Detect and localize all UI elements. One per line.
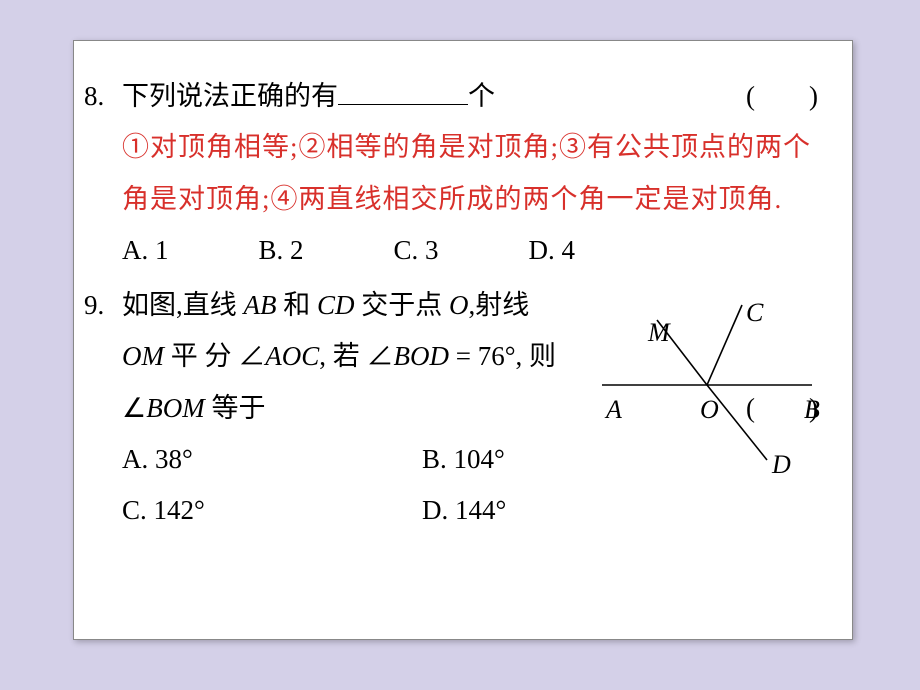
q8-answer-paren: ( ) (746, 71, 818, 122)
q9-diagram: A B C D M O (582, 290, 832, 470)
q8-statements: ①对顶角相等;②相等的角是对顶角;③有公共顶点的两个角是对顶角;④两直线相交所成… (82, 122, 822, 225)
q9-diagram-svg (582, 290, 832, 470)
q9-choice-a: A. 38° (122, 434, 422, 485)
q9-AB: AB (244, 290, 277, 320)
q9-t9: 等于 (205, 393, 266, 423)
q8-stem-line: 8. 下列说法正确的有 个 ( ) (82, 71, 822, 122)
q9-t6: , 若 ∠ (319, 341, 393, 371)
q8-blank (338, 81, 468, 105)
q9-t1: 如图,直线 (122, 290, 244, 320)
q9-BOD: BOD (394, 341, 450, 371)
q9-t2: 和 (277, 290, 318, 320)
question-8: 8. 下列说法正确的有 个 ( ) ①对顶角相等;②相等的角是对顶角;③有公共顶点… (82, 71, 822, 276)
document-page: 8. 下列说法正确的有 个 ( ) ①对顶角相等;②相等的角是对顶角;③有公共顶点… (73, 40, 853, 640)
q8-number: 8. (82, 71, 122, 122)
q8-stem-before: 下列说法正确的有 (122, 81, 338, 111)
lbl-A: A (606, 385, 622, 434)
q8-stem-after: 个 (468, 81, 495, 111)
lbl-O: O (700, 385, 719, 434)
q9-t3: 交于点 (355, 290, 450, 320)
q9-AOC: AOC (265, 341, 319, 371)
q9-number: 9. (82, 280, 122, 331)
q9-t8: ∠ (122, 393, 146, 423)
q9-BOM: BOM (146, 393, 204, 423)
q8-choice-d: D. 4 (529, 225, 576, 276)
lbl-D: D (772, 440, 791, 489)
q9-t4: ,射线 (469, 290, 530, 320)
q8-stem: 下列说法正确的有 个 ( ) (122, 71, 822, 122)
q8-choice-b: B. 2 (259, 225, 304, 276)
q8-choices: A. 1 B. 2 C. 3 D. 4 (82, 225, 822, 276)
q8-choice-a: A. 1 (122, 225, 169, 276)
q9-t5: 平 分 ∠ (164, 341, 265, 371)
q9-choice-d: D. 144° (422, 485, 722, 536)
q9-choice-c: C. 142° (122, 485, 422, 536)
lbl-M: M (648, 308, 670, 357)
q9-CD: CD (317, 290, 355, 320)
lbl-C: C (746, 288, 763, 337)
q9-O: O (449, 290, 469, 320)
q8-choice-c: C. 3 (394, 225, 439, 276)
lbl-B: B (804, 385, 820, 434)
question-9: 9. 如图,直线 AB 和 CD 交于点 O,射线 OM 平 分 ∠AOC, 若… (82, 280, 822, 536)
q9-t7: = 76°, 则 (449, 341, 556, 371)
q9-OM: OM (122, 341, 164, 371)
